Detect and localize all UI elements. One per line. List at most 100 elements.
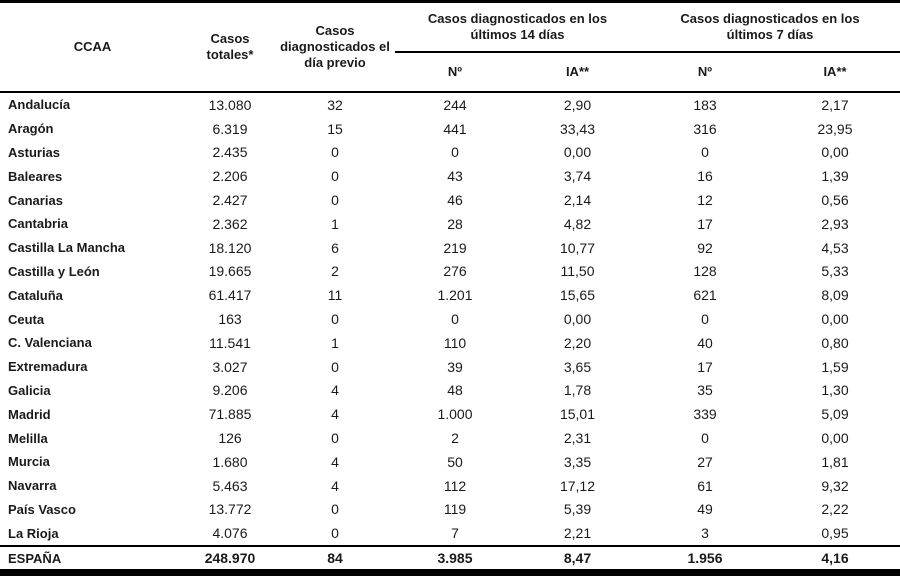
cell-n14: 119 bbox=[443, 501, 467, 518]
cell-ia7: 2,22 bbox=[821, 501, 849, 518]
cell-total: 4.076 bbox=[212, 525, 248, 542]
cell-prev: 84 bbox=[275, 545, 395, 573]
cell-n7: 27 bbox=[697, 453, 713, 470]
cell-prev: 1 bbox=[331, 334, 339, 351]
cell-ia7: 1,59 bbox=[821, 358, 849, 375]
cell-prev: 1 bbox=[331, 215, 339, 232]
cell-n14: 441 bbox=[443, 120, 467, 137]
cell-prev: 15 bbox=[327, 120, 343, 137]
table-row: Aragón 6.319 15 441 33,43 316 23,95 bbox=[0, 117, 900, 141]
cell-ia14: 8,47 bbox=[515, 545, 640, 573]
table-row: País Vasco 13.772 0 119 5,39 49 2,22 bbox=[0, 498, 900, 522]
cell-n14: 219 bbox=[443, 239, 467, 256]
cell-n14: 46 bbox=[447, 192, 463, 209]
cell-n14: 2 bbox=[451, 430, 459, 447]
column-header-ccaa: CCAA bbox=[0, 1, 185, 93]
cell-total: 2.435 bbox=[212, 144, 248, 161]
table-row: Melilla 126 0 2 2,31 0 0,00 bbox=[0, 426, 900, 450]
cell-prev: 2 bbox=[331, 263, 339, 280]
cell-ccaa: Canarias bbox=[8, 192, 63, 208]
cell-total: 2.362 bbox=[212, 215, 248, 232]
cell-prev: 4 bbox=[331, 406, 339, 423]
cell-n7: 35 bbox=[697, 382, 713, 399]
cell-total: 248.970 bbox=[185, 545, 275, 573]
cell-ccaa: La Rioja bbox=[8, 525, 59, 541]
cell-n14: 0 bbox=[451, 311, 459, 328]
cell-ia14: 2,20 bbox=[563, 334, 592, 351]
cell-n14: 112 bbox=[443, 477, 467, 494]
cell-total: 126 bbox=[218, 430, 242, 447]
cell-n7: 16 bbox=[697, 168, 713, 185]
cell-prev: 4 bbox=[331, 453, 339, 470]
cell-ccaa: Baleares bbox=[8, 168, 63, 184]
cell-total: 13.772 bbox=[208, 501, 252, 518]
cell-ia14: 2,21 bbox=[563, 525, 592, 542]
table-row: Galicia 9.206 4 48 1,78 35 1,30 bbox=[0, 379, 900, 403]
column-header-ia-14: IA** bbox=[515, 52, 640, 93]
cell-n14: 110 bbox=[443, 334, 467, 351]
cell-total: 6.319 bbox=[212, 120, 248, 137]
cell-n14: 28 bbox=[447, 215, 463, 232]
table-row: Canarias 2.427 0 46 2,14 12 0,56 bbox=[0, 188, 900, 212]
table-row: Castilla La Mancha 18.120 6 219 10,77 92… bbox=[0, 236, 900, 260]
cell-ia14: 3,65 bbox=[563, 358, 592, 375]
cell-n7: 0 bbox=[701, 144, 709, 161]
cell-n7: 40 bbox=[697, 334, 713, 351]
cell-ia14: 5,39 bbox=[563, 501, 592, 518]
cell-prev: 0 bbox=[331, 430, 339, 447]
cell-ia14: 0,00 bbox=[563, 311, 592, 328]
table-row: Madrid 71.885 4 1.000 15,01 339 5,09 bbox=[0, 402, 900, 426]
cell-ia7: 0,00 bbox=[821, 311, 849, 328]
table-row: Ceuta 163 0 0 0,00 0 0,00 bbox=[0, 307, 900, 331]
cell-total: 2.206 bbox=[212, 168, 248, 185]
cell-ia7: 1,81 bbox=[821, 453, 849, 470]
cell-n14: 48 bbox=[447, 382, 463, 399]
cell-n7: 49 bbox=[697, 501, 713, 518]
cell-ia14: 2,14 bbox=[563, 192, 592, 209]
table-row: Asturias 2.435 0 0 0,00 0 0,00 bbox=[0, 141, 900, 165]
cell-n7: 339 bbox=[693, 406, 717, 423]
cell-ia14: 4,82 bbox=[563, 215, 592, 232]
cell-n7: 12 bbox=[697, 192, 713, 209]
cell-n14: 244 bbox=[443, 96, 467, 113]
column-header-casos-totales: Casos totales* bbox=[185, 1, 275, 93]
cell-n14: 7 bbox=[451, 525, 459, 542]
cell-n14: 276 bbox=[443, 263, 467, 280]
table-row: Murcia 1.680 4 50 3,35 27 1,81 bbox=[0, 450, 900, 474]
cell-total: 71.885 bbox=[208, 406, 252, 423]
cell-n7: 621 bbox=[693, 287, 717, 304]
cell-ia7: 2,93 bbox=[821, 215, 849, 232]
cell-ia14: 11,50 bbox=[560, 263, 595, 280]
table-row: Baleares 2.206 0 43 3,74 16 1,39 bbox=[0, 164, 900, 188]
cell-ia7: 0,95 bbox=[821, 525, 849, 542]
cell-prev: 0 bbox=[331, 144, 339, 161]
table-row: Cantabria 2.362 1 28 4,82 17 2,93 bbox=[0, 212, 900, 236]
cell-n7: 183 bbox=[693, 96, 717, 113]
cell-n14: 50 bbox=[447, 453, 463, 470]
cell-ccaa: Madrid bbox=[8, 406, 51, 422]
cell-n14: 43 bbox=[447, 168, 463, 185]
cell-total: 61.417 bbox=[208, 287, 252, 304]
cell-total: 9.206 bbox=[212, 382, 248, 399]
cell-total: 1.680 bbox=[212, 453, 248, 470]
cell-ia7: 4,16 bbox=[770, 545, 900, 573]
cell-prev: 0 bbox=[331, 168, 339, 185]
cell-ia14: 2,31 bbox=[563, 430, 592, 447]
cell-prev: 0 bbox=[331, 358, 339, 375]
cell-ia14: 17,12 bbox=[559, 477, 596, 494]
table-footer: ESPAÑA 248.970 84 3.985 8,47 1.956 4,16 bbox=[0, 545, 900, 573]
cell-ia7: 1,39 bbox=[821, 168, 849, 185]
cell-ccaa: País Vasco bbox=[8, 501, 76, 517]
cell-ia14: 2,90 bbox=[563, 96, 592, 113]
table-row: C. Valenciana 11.541 1 110 2,20 40 0,80 bbox=[0, 331, 900, 355]
cell-ccaa: Galicia bbox=[8, 382, 51, 398]
cell-ia14: 3,74 bbox=[563, 168, 592, 185]
cell-ccaa: C. Valenciana bbox=[8, 335, 92, 351]
cell-prev: 4 bbox=[331, 382, 339, 399]
cell-total: 5.463 bbox=[212, 477, 248, 494]
cell-ia7: 4,53 bbox=[821, 239, 849, 256]
cell-n7: 1.956 bbox=[640, 545, 770, 573]
table-row: Cataluña 61.417 11 1.201 15,65 621 8,09 bbox=[0, 283, 900, 307]
column-header-casos-dia-previo: Casos diagnosticados el día previo bbox=[275, 1, 395, 93]
